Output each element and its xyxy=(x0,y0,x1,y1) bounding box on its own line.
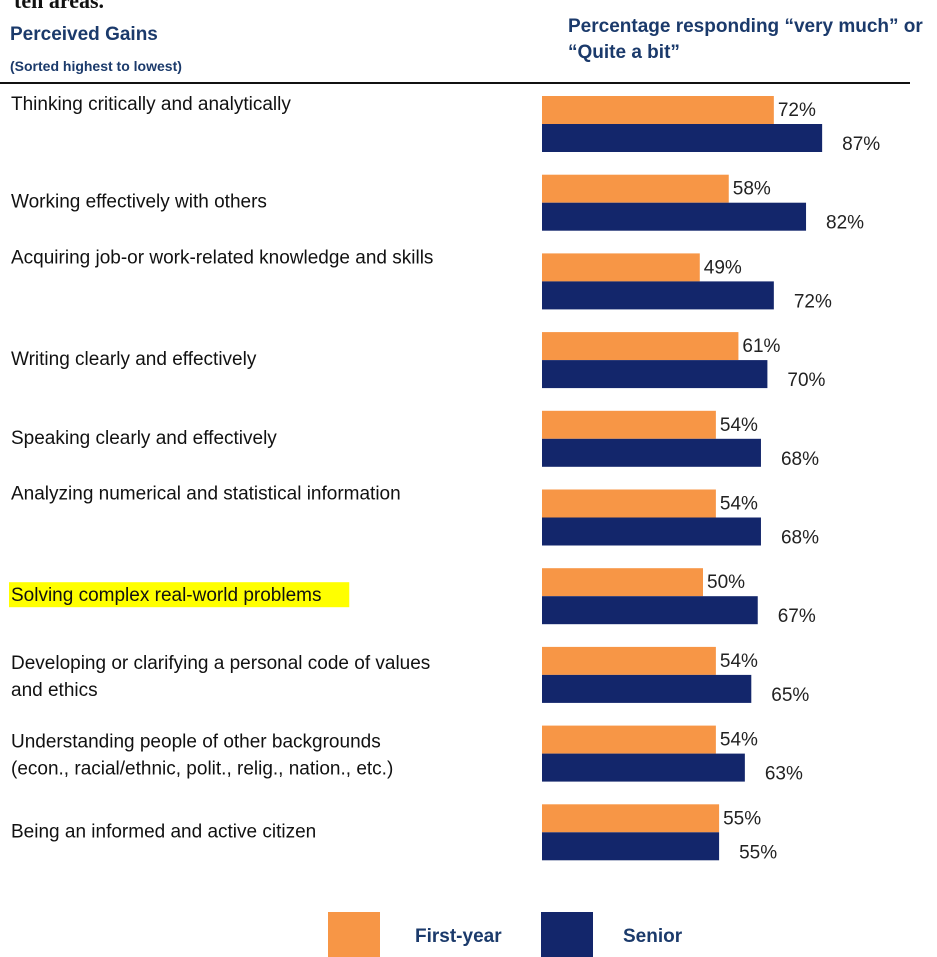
sort-note: (Sorted highest to lowest) xyxy=(10,58,182,74)
bar-first-year xyxy=(542,646,716,675)
value-label: 72% xyxy=(794,291,832,312)
bar-senior xyxy=(542,596,758,625)
bar-chart: Thinking critically and analytically 72% 8… xyxy=(9,94,880,863)
category-label: Thinking critically and analytically xyxy=(11,94,291,115)
bar-first-year xyxy=(542,725,716,754)
bar-first-year xyxy=(542,568,703,597)
bar-senior xyxy=(542,674,752,703)
bar-senior xyxy=(542,281,774,310)
bar-senior xyxy=(542,438,761,467)
value-label: 70% xyxy=(787,370,825,391)
value-label: 65% xyxy=(771,685,809,706)
category-label: (econ., racial/ethnic, polit., relig., n… xyxy=(11,759,393,780)
bar-first-year xyxy=(542,174,729,203)
bar-first-year xyxy=(542,410,716,439)
bar-first-year xyxy=(542,96,774,124)
bar-first-year xyxy=(542,489,716,518)
percentage-header: Percentage responding “very much” or “Qu… xyxy=(568,16,923,63)
category-label: Working effectively with others xyxy=(11,192,267,213)
value-label: 55% xyxy=(723,808,761,829)
legend-label-first-year: First-year xyxy=(415,926,502,947)
category-label: and ethics xyxy=(11,680,98,701)
category-label: Writing clearly and effectively xyxy=(11,349,257,370)
value-label: 54% xyxy=(720,730,758,751)
bar-senior xyxy=(542,832,720,861)
category-label: Being an informed and active citizen xyxy=(11,821,316,842)
value-label: 49% xyxy=(704,257,742,278)
legend-label-senior: Senior xyxy=(623,926,683,947)
category-label: Solving complex real-world problems xyxy=(11,585,321,606)
value-label: 68% xyxy=(781,449,819,470)
bar-senior xyxy=(542,360,768,389)
perceived-gains-title: Perceived Gains xyxy=(10,24,158,45)
legend-swatch-first-year xyxy=(328,912,380,957)
cut-off-heading-fragment: ten areas. xyxy=(14,0,105,13)
category-label: Acquiring job-or work-related knowledge … xyxy=(11,247,433,268)
bar-first-year xyxy=(542,804,720,833)
category-label: Understanding people of other background… xyxy=(11,732,381,753)
value-label: 87% xyxy=(842,134,880,155)
value-label: 54% xyxy=(720,494,758,515)
value-label: 50% xyxy=(707,572,745,593)
bar-first-year xyxy=(542,332,739,361)
value-label: 82% xyxy=(826,213,864,234)
value-label: 58% xyxy=(733,179,771,200)
header-rule xyxy=(0,82,910,84)
category-highlight xyxy=(9,582,350,608)
bar-first-year xyxy=(542,253,700,282)
value-label: 67% xyxy=(778,606,816,627)
bar-senior xyxy=(542,753,745,782)
category-label: Developing or clarifying a personal code… xyxy=(11,653,430,674)
bar-senior xyxy=(542,517,761,546)
category-label: Speaking clearly and effectively xyxy=(11,428,277,449)
value-label: 54% xyxy=(720,415,758,436)
value-label: 68% xyxy=(781,528,819,549)
legend-swatch-senior xyxy=(541,912,593,957)
bar-senior xyxy=(542,124,823,152)
value-label: 55% xyxy=(739,842,777,863)
legend: First-year Senior xyxy=(0,912,937,957)
value-label: 54% xyxy=(720,651,758,672)
bar-senior xyxy=(542,202,807,231)
category-label: Analyzing numerical and statistical info… xyxy=(11,484,401,505)
value-label: 72% xyxy=(778,100,816,121)
value-label: 61% xyxy=(742,336,780,357)
value-label: 63% xyxy=(765,764,803,785)
